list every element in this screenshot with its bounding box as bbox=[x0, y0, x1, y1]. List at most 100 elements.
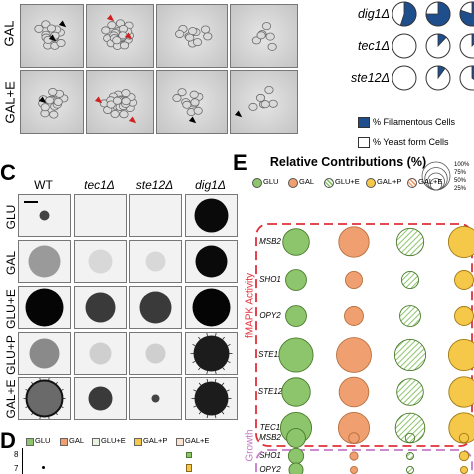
colony-spot bbox=[39, 210, 50, 221]
legend-swatch-yeast bbox=[358, 137, 370, 148]
spot-assay-cell bbox=[18, 286, 71, 329]
legend-label-yeast: % Yeast form Cells bbox=[373, 137, 449, 147]
spot-assay-cell bbox=[185, 194, 238, 237]
size-legend-label: 50% bbox=[454, 178, 467, 184]
gene-label: MSB2 bbox=[259, 237, 281, 246]
legend-label: GLU+E bbox=[101, 436, 126, 445]
spot-assay-cell bbox=[129, 240, 182, 283]
contribution-bubble bbox=[348, 432, 360, 444]
colony-spot bbox=[89, 342, 112, 365]
spot-assay-cell bbox=[185, 377, 238, 420]
contribution-bubble bbox=[281, 377, 311, 407]
spot-assay-cell bbox=[129, 194, 182, 237]
spot-assay-cell bbox=[74, 286, 127, 329]
column-header-tec1: tec1Δ bbox=[84, 178, 115, 192]
panel-e-title: Relative Contributions (%) bbox=[269, 155, 427, 169]
colony-spot bbox=[194, 198, 229, 233]
pie-chart bbox=[425, 33, 451, 59]
pie-slice-filamentous bbox=[425, 1, 451, 27]
contribution-bubble bbox=[448, 376, 474, 408]
contribution-bubble bbox=[460, 466, 468, 474]
legend-label: GAL bbox=[299, 177, 315, 186]
legend-label-filamentous: % Filamentous Cells bbox=[373, 117, 456, 127]
legend-label: GAL+E bbox=[418, 177, 443, 186]
pie-chart-grid bbox=[392, 1, 474, 91]
contribution-bubble bbox=[288, 462, 304, 474]
column-header-ste12: ste12Δ bbox=[135, 178, 174, 192]
contribution-bubble bbox=[285, 305, 307, 327]
micrograph-image bbox=[86, 70, 154, 134]
legend-label: GAL+P bbox=[377, 177, 402, 186]
pie-slice-filamentous bbox=[437, 65, 446, 80]
panel-a-row-label-gal: GAL bbox=[1, 20, 17, 47]
contribution-bubble bbox=[350, 466, 358, 474]
contribution-bubble bbox=[458, 432, 470, 444]
spot-row-label-glu-e: GLU+E bbox=[4, 289, 18, 329]
micrograph-image bbox=[156, 4, 228, 68]
legend-label: GAL+E bbox=[185, 436, 210, 445]
contribution-bubble bbox=[344, 306, 364, 326]
legend-circle bbox=[324, 178, 334, 188]
genotype-label-dig1: dig1Δ bbox=[357, 7, 390, 21]
data-point bbox=[186, 452, 192, 458]
legend-label: GLU+E bbox=[335, 177, 360, 186]
gene-label: SHO1 bbox=[259, 275, 281, 284]
colony-spot bbox=[194, 381, 229, 416]
pie-chart bbox=[392, 33, 417, 59]
panel-a-row-label-gal-e: GAL+E bbox=[2, 81, 18, 124]
gene-label: TEC1 bbox=[259, 423, 281, 432]
legend-swatch-filamentous bbox=[358, 117, 370, 128]
spot-row-label-gal-e: GAL+E bbox=[4, 379, 18, 419]
legend-swatch bbox=[134, 438, 142, 446]
panel-letter-e: E bbox=[233, 150, 248, 175]
size-legend-label: 75% bbox=[454, 170, 467, 176]
contribution-bubble bbox=[338, 376, 370, 408]
legend-circle bbox=[407, 178, 417, 188]
column-header-dig1: dig1Δ bbox=[195, 178, 226, 192]
legend-circle bbox=[288, 178, 298, 188]
spot-row-label-glu-p: GLU+P bbox=[4, 335, 18, 375]
colony-spot bbox=[145, 343, 166, 364]
gene-label: STE11 bbox=[258, 350, 282, 359]
spot-assay-cell bbox=[18, 377, 71, 420]
colony-spot bbox=[193, 335, 230, 372]
size-legend-label: 100% bbox=[454, 162, 470, 168]
micrograph-image bbox=[20, 4, 84, 68]
spot-assay-cell bbox=[18, 240, 71, 283]
y-axis bbox=[22, 448, 23, 474]
colony-spot bbox=[25, 288, 64, 327]
contribution-bubble bbox=[454, 306, 474, 326]
contribution-bubble bbox=[406, 452, 414, 460]
legend-label: GLU bbox=[35, 436, 51, 445]
contribution-bubble bbox=[404, 432, 416, 444]
contribution-bubble bbox=[338, 226, 370, 258]
pie-chart bbox=[459, 65, 474, 91]
pie-chart bbox=[392, 1, 417, 27]
gene-label: STE12 bbox=[257, 387, 283, 396]
contribution-bubble bbox=[282, 228, 310, 256]
panel-letter-c: C bbox=[0, 160, 16, 185]
panel-letter-d: D bbox=[0, 428, 16, 453]
legend-label: GAL+P bbox=[143, 436, 168, 445]
colony-spot bbox=[145, 251, 166, 272]
group-box-growth bbox=[255, 449, 473, 474]
spot-assay-cell bbox=[185, 332, 238, 375]
pie-slice-filamentous bbox=[459, 1, 474, 27]
micrograph-image bbox=[20, 70, 84, 134]
colony-spot bbox=[29, 338, 60, 369]
contribution-bubble bbox=[393, 338, 427, 372]
pie-chart bbox=[425, 1, 451, 27]
data-point bbox=[42, 466, 45, 469]
legend-swatch bbox=[26, 438, 34, 446]
colony-spot bbox=[195, 245, 228, 278]
genotype-label-ste12: ste12Δ bbox=[351, 71, 390, 85]
contribution-bubble bbox=[349, 451, 359, 461]
spot-row-label-gal: GAL bbox=[4, 251, 18, 276]
pie-chart bbox=[459, 1, 474, 27]
spot-assay-cell bbox=[74, 377, 127, 420]
data-point bbox=[186, 464, 192, 472]
bubble-matrix bbox=[255, 223, 474, 474]
y-tick-8: 8 bbox=[14, 450, 19, 459]
gene-label: OPY2 bbox=[259, 465, 281, 474]
contribution-bubble bbox=[447, 338, 474, 372]
